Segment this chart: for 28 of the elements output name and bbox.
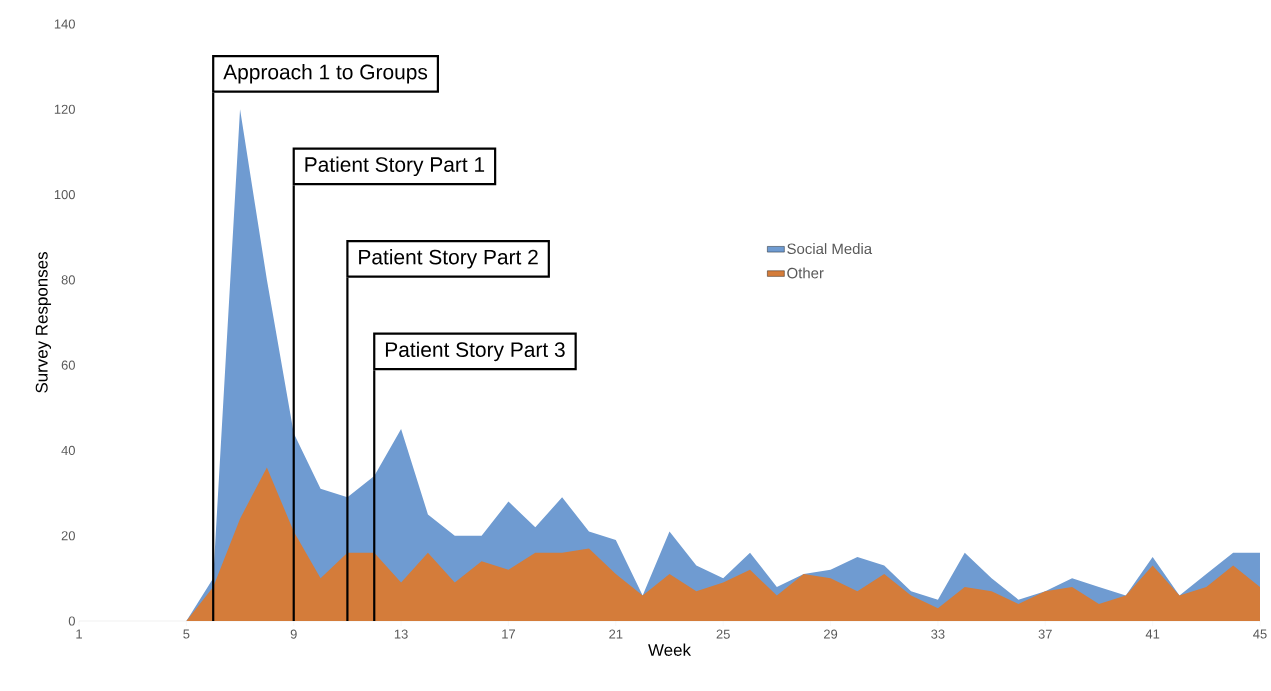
legend-label: Social Media — [787, 243, 873, 255]
y-axis-title: Survey Responses — [35, 252, 52, 393]
x-tick-label: 9 — [290, 629, 297, 639]
legend-label: Other — [787, 267, 824, 279]
y-tick-label: 40 — [61, 445, 75, 456]
y-tick-label: 140 — [54, 19, 75, 29]
x-tick-label: 21 — [609, 629, 623, 639]
x-tick-label: 17 — [502, 629, 515, 639]
y-tick-label: 20 — [61, 531, 75, 541]
x-tick-label: 1 — [76, 629, 82, 639]
ref-line-label: Patient Story Part 1 — [305, 156, 485, 177]
ref-line-label: Patient Story Part 3 — [385, 341, 565, 362]
x-tick-label: 25 — [716, 629, 730, 639]
y-tick-label: 100 — [54, 189, 75, 200]
ref-line-label: Patient Story Part 2 — [359, 249, 538, 269]
x-tick-label: 41 — [1145, 629, 1160, 639]
y-tick-label: 80 — [61, 275, 75, 285]
x-tick-label: 33 — [931, 629, 945, 639]
ref-line-label: Approach 1 to Groups — [223, 64, 428, 84]
y-tick-label: 120 — [54, 104, 75, 114]
x-tick-label: 5 — [183, 629, 190, 639]
y-tick-label: 0 — [68, 616, 75, 626]
x-tick-label: 45 — [1253, 629, 1267, 639]
x-tick-label: 13 — [394, 629, 408, 639]
y-tick-label: 60 — [61, 360, 75, 370]
x-tick-label: 29 — [823, 629, 838, 639]
x-tick-label: 37 — [1038, 629, 1052, 639]
x-axis-title: Week — [648, 643, 692, 656]
